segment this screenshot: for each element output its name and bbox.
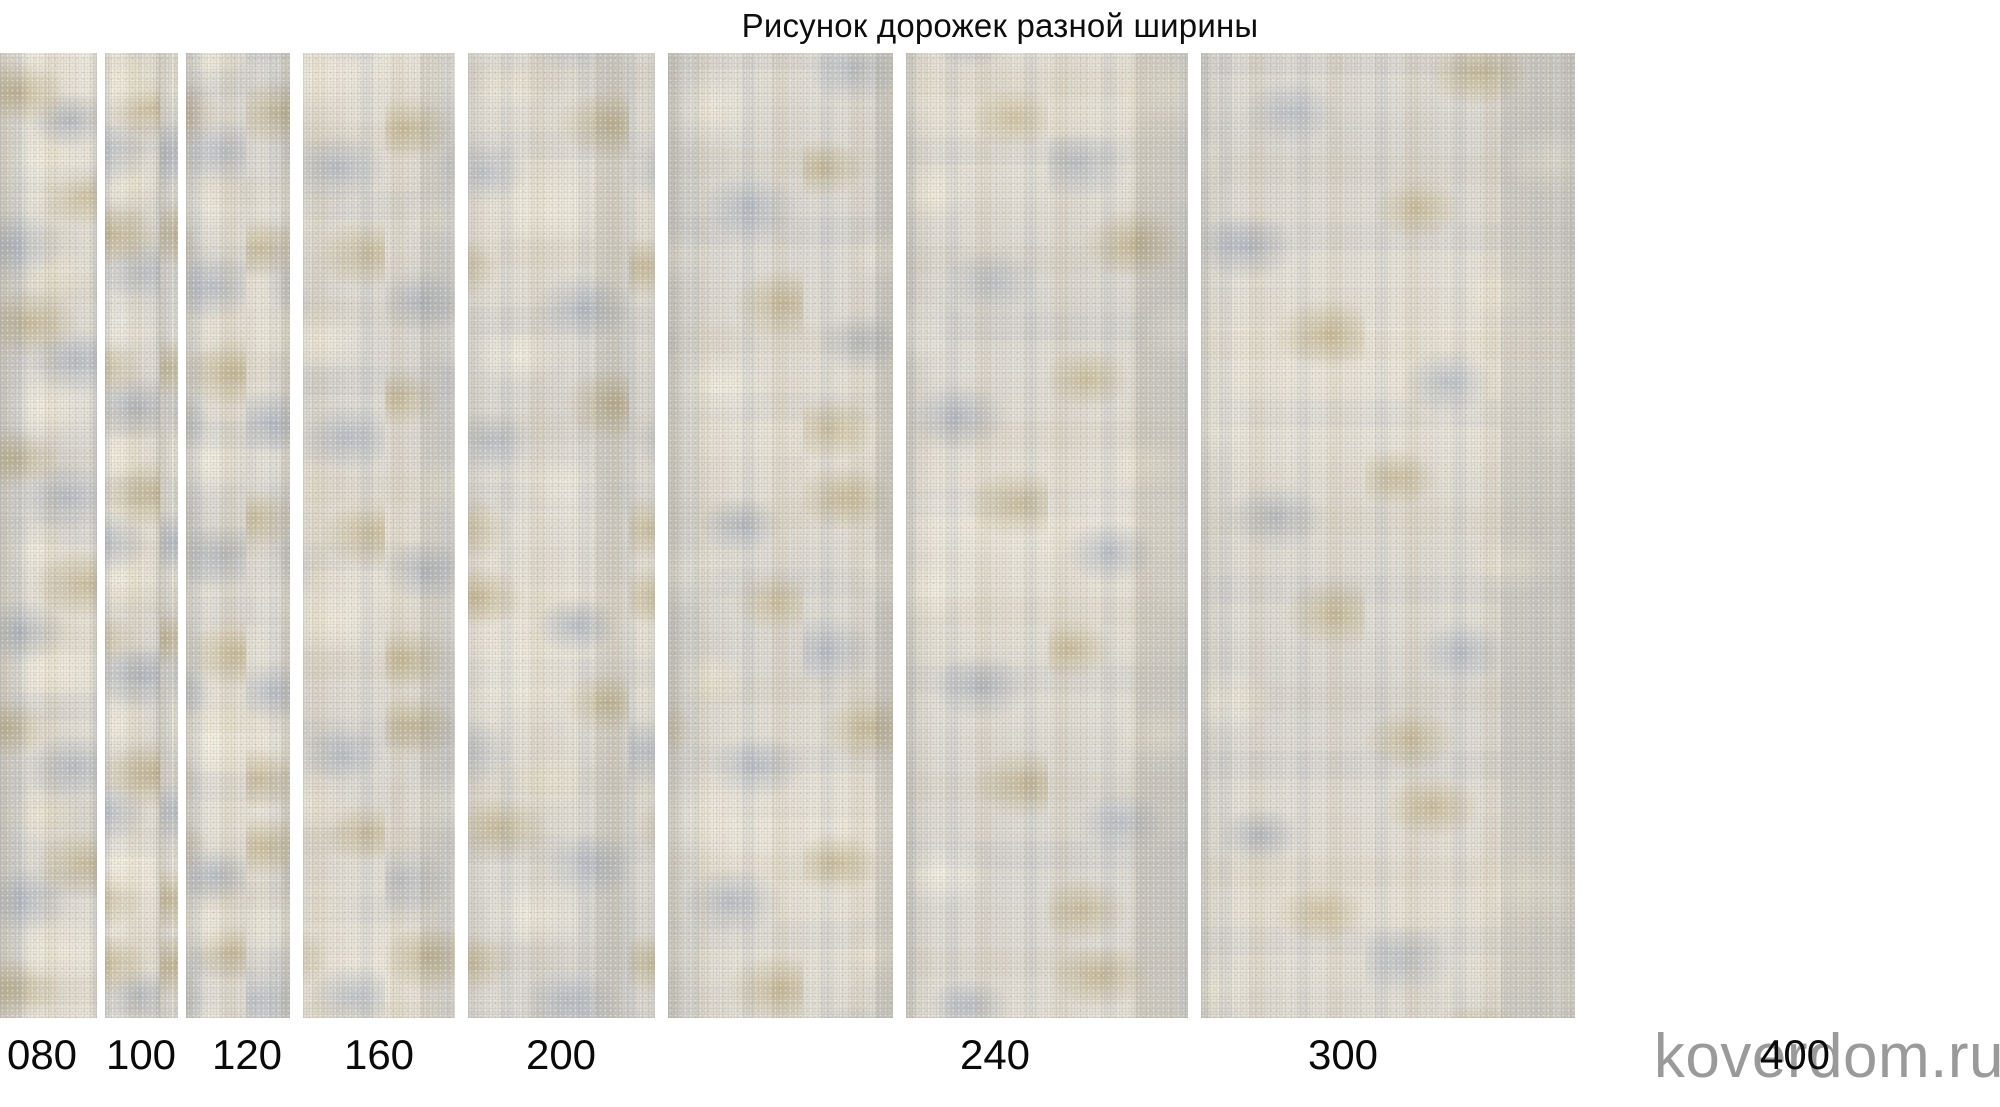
strip-gap xyxy=(1188,53,1201,1018)
carpet-texture-weave xyxy=(0,53,97,1018)
strip-gap xyxy=(290,53,303,1018)
runner-label-080: 080 xyxy=(6,1031,78,1078)
carpet-texture-shade xyxy=(468,53,655,1018)
carpet-texture-weave xyxy=(668,53,893,1018)
runner-strip-400[interactable] xyxy=(1201,53,1575,1018)
carpet-texture-shade xyxy=(1201,53,1575,1018)
carpet-texture-blobs xyxy=(0,53,97,1018)
carpet-texture-blocks xyxy=(105,53,178,1018)
carpet-texture-noise xyxy=(303,53,455,1018)
runner-label-100: 100 xyxy=(105,1031,177,1078)
strip-gap xyxy=(178,53,186,1018)
runner-label-400: 400 xyxy=(1759,1031,1831,1078)
page-title: Рисунок дорожек разной ширины xyxy=(741,6,1259,44)
runner-label-200: 200 xyxy=(525,1031,597,1078)
carpet-texture-shade xyxy=(906,53,1188,1018)
carpet-texture-noise xyxy=(105,53,178,1018)
carpet-texture-weave xyxy=(303,53,455,1018)
carpet-texture-blobs xyxy=(186,53,290,1018)
carpet-texture-noise xyxy=(1201,53,1575,1018)
carpet-texture-blobs xyxy=(105,53,178,1018)
carpet-texture-noise xyxy=(668,53,893,1018)
carpet-texture-blocks xyxy=(303,53,455,1018)
site-watermark: koverdom.ru xyxy=(1653,1022,2000,1091)
carpet-texture-blocks xyxy=(186,53,290,1018)
carpet-texture-weave xyxy=(1201,53,1575,1018)
carpet-texture-blobs xyxy=(468,53,655,1018)
runner-strip-100[interactable] xyxy=(105,53,178,1018)
carpet-texture-shade xyxy=(186,53,290,1018)
strip-gap xyxy=(655,53,668,1018)
carpet-texture-blocks xyxy=(468,53,655,1018)
runner-strip-row xyxy=(0,53,2000,1018)
carpet-texture-shade xyxy=(668,53,893,1018)
carpet-texture-weave xyxy=(468,53,655,1018)
runner-strip-300[interactable] xyxy=(906,53,1188,1018)
carpet-texture-blocks xyxy=(668,53,893,1018)
carpet-texture-blobs xyxy=(668,53,893,1018)
carpet-texture-blocks xyxy=(1201,53,1575,1018)
runner-label-160: 160 xyxy=(343,1031,415,1078)
runner-label-240: 240 xyxy=(959,1031,1031,1078)
strip-gap xyxy=(455,53,468,1018)
runner-label-120: 120 xyxy=(211,1031,283,1078)
carpet-texture-noise xyxy=(906,53,1188,1018)
carpet-texture-noise xyxy=(0,53,97,1018)
carpet-texture-blobs xyxy=(906,53,1188,1018)
carpet-texture-blobs xyxy=(1201,53,1575,1018)
runner-label-row: koverdom.ru 080 100 120 160 200 240 300 … xyxy=(0,1018,2000,1107)
title-bar: Рисунок дорожек разной ширины xyxy=(0,0,2000,50)
carpet-texture-noise xyxy=(468,53,655,1018)
carpet-texture-weave xyxy=(186,53,290,1018)
runner-strip-240[interactable] xyxy=(668,53,893,1018)
runner-strip-200[interactable] xyxy=(468,53,655,1018)
strip-gap xyxy=(893,53,906,1018)
carpet-texture-shade xyxy=(0,53,97,1018)
carpet-texture-blocks xyxy=(906,53,1188,1018)
runner-strip-120[interactable] xyxy=(186,53,290,1018)
carpet-texture-noise xyxy=(186,53,290,1018)
strip-gap xyxy=(97,53,105,1018)
carpet-texture-weave xyxy=(906,53,1188,1018)
carpet-texture-weave xyxy=(105,53,178,1018)
carpet-texture-shade xyxy=(105,53,178,1018)
runner-strip-160[interactable] xyxy=(303,53,455,1018)
carpet-texture-blobs xyxy=(303,53,455,1018)
carpet-texture-blocks xyxy=(0,53,97,1018)
runner-label-300: 300 xyxy=(1307,1031,1379,1078)
carpet-texture-shade xyxy=(303,53,455,1018)
runner-strip-080[interactable] xyxy=(0,53,97,1018)
